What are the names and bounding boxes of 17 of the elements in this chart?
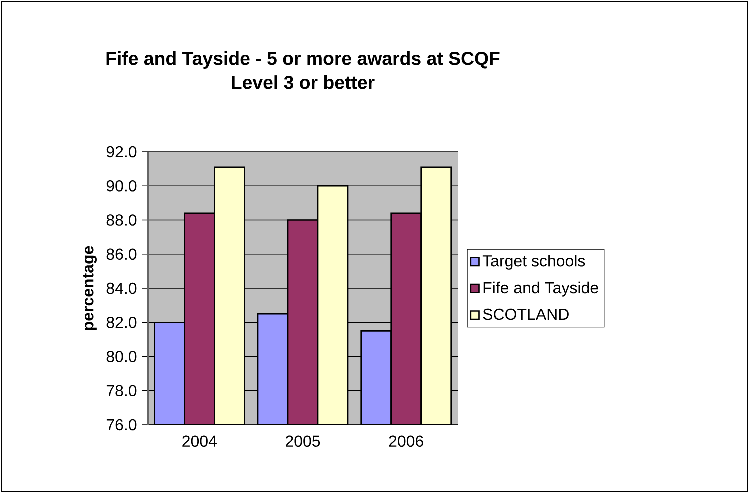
x-tick-label: 2005 bbox=[286, 436, 320, 448]
y-tick-label: 90.0 bbox=[106, 180, 137, 192]
y-tick-label: 88.0 bbox=[106, 214, 137, 226]
y-tick-label: 92.0 bbox=[106, 146, 137, 158]
legend-label: Fife and Tayside bbox=[484, 282, 598, 297]
legend-label: SCOTLAND bbox=[483, 308, 569, 320]
y-tick-label: 82.0 bbox=[106, 316, 137, 328]
y-tick-label: 86.0 bbox=[106, 248, 137, 260]
x-tick-label: 2004 bbox=[182, 436, 217, 448]
y-axis-title: percentage bbox=[83, 246, 97, 330]
x-tick-label: 2006 bbox=[389, 436, 424, 448]
y-tick-label: 84.0 bbox=[106, 282, 137, 294]
y-tick-label: 80.0 bbox=[106, 351, 137, 362]
legend-label: Target schools bbox=[482, 254, 586, 270]
y-tick-label: 76.0 bbox=[106, 419, 137, 431]
y-tick-label: 78.0 bbox=[106, 385, 137, 397]
chart-title: Fife and Tayside - 5 or more awards at SCQF Level 3 or better bbox=[106, 52, 500, 90]
